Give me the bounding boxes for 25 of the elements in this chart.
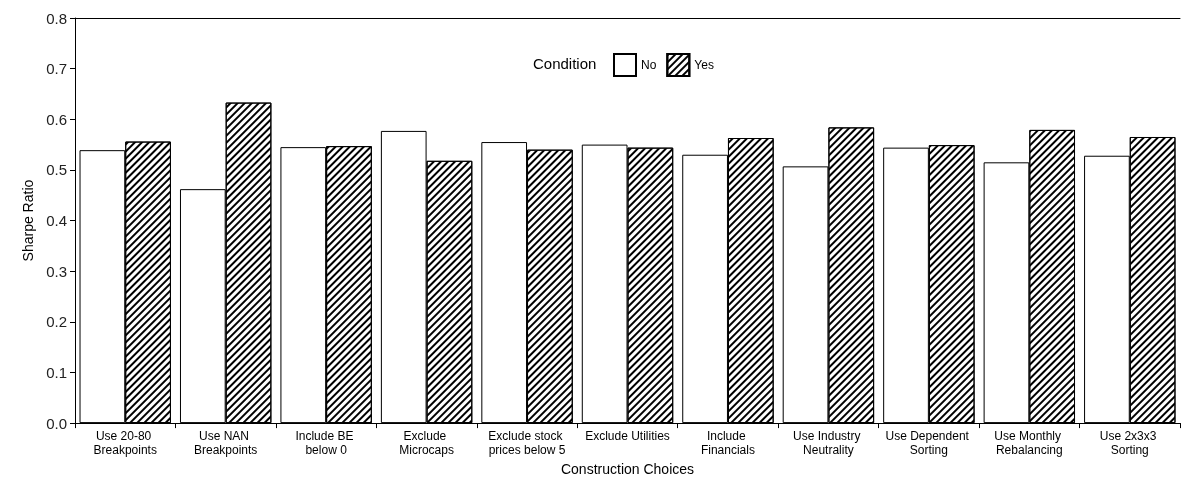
- y-tick-label: 0.2: [46, 313, 67, 331]
- legend-label: No: [641, 58, 657, 72]
- y-tick-label: 0.4: [46, 212, 67, 230]
- x-tick-label: Include BE below 0: [295, 429, 357, 458]
- x-tick-label: Use Industry Neutrality: [793, 429, 864, 458]
- y-tick-label: 0.6: [46, 110, 67, 128]
- x-axis-title: Construction Choices: [560, 461, 695, 477]
- y-tick-label: 0.0: [46, 414, 67, 432]
- x-tick-label: Exclude Utilities: [585, 429, 670, 444]
- y-axis-title: Sharpe Ratio: [20, 179, 36, 262]
- x-tick-label: Exclude Microcaps: [399, 429, 454, 458]
- y-tick-label: 0.3: [46, 262, 67, 280]
- y-tick-label: 0.5: [46, 161, 67, 179]
- x-tick-label: Use 2x3x3 Sorting: [1099, 429, 1160, 458]
- x-tick-label: Include Financials: [700, 429, 755, 458]
- x-tick-label: Use Dependent Sorting: [885, 429, 973, 458]
- legend-title: Condition: [533, 55, 597, 72]
- x-tick-label: Use NAN Breakpoints: [193, 429, 258, 458]
- y-tick-label: 0.1: [46, 363, 67, 381]
- y-tick-label: 0.8: [46, 9, 67, 27]
- y-tick-label: 0.7: [46, 60, 67, 78]
- x-tick-label: Use 20-80 Breakpoints: [93, 429, 157, 458]
- x-tick-label: Exclude stock prices below 5: [488, 429, 566, 458]
- x-tick-label: Use Monthly Rebalancing: [994, 429, 1065, 458]
- legend-label: Yes: [694, 58, 714, 72]
